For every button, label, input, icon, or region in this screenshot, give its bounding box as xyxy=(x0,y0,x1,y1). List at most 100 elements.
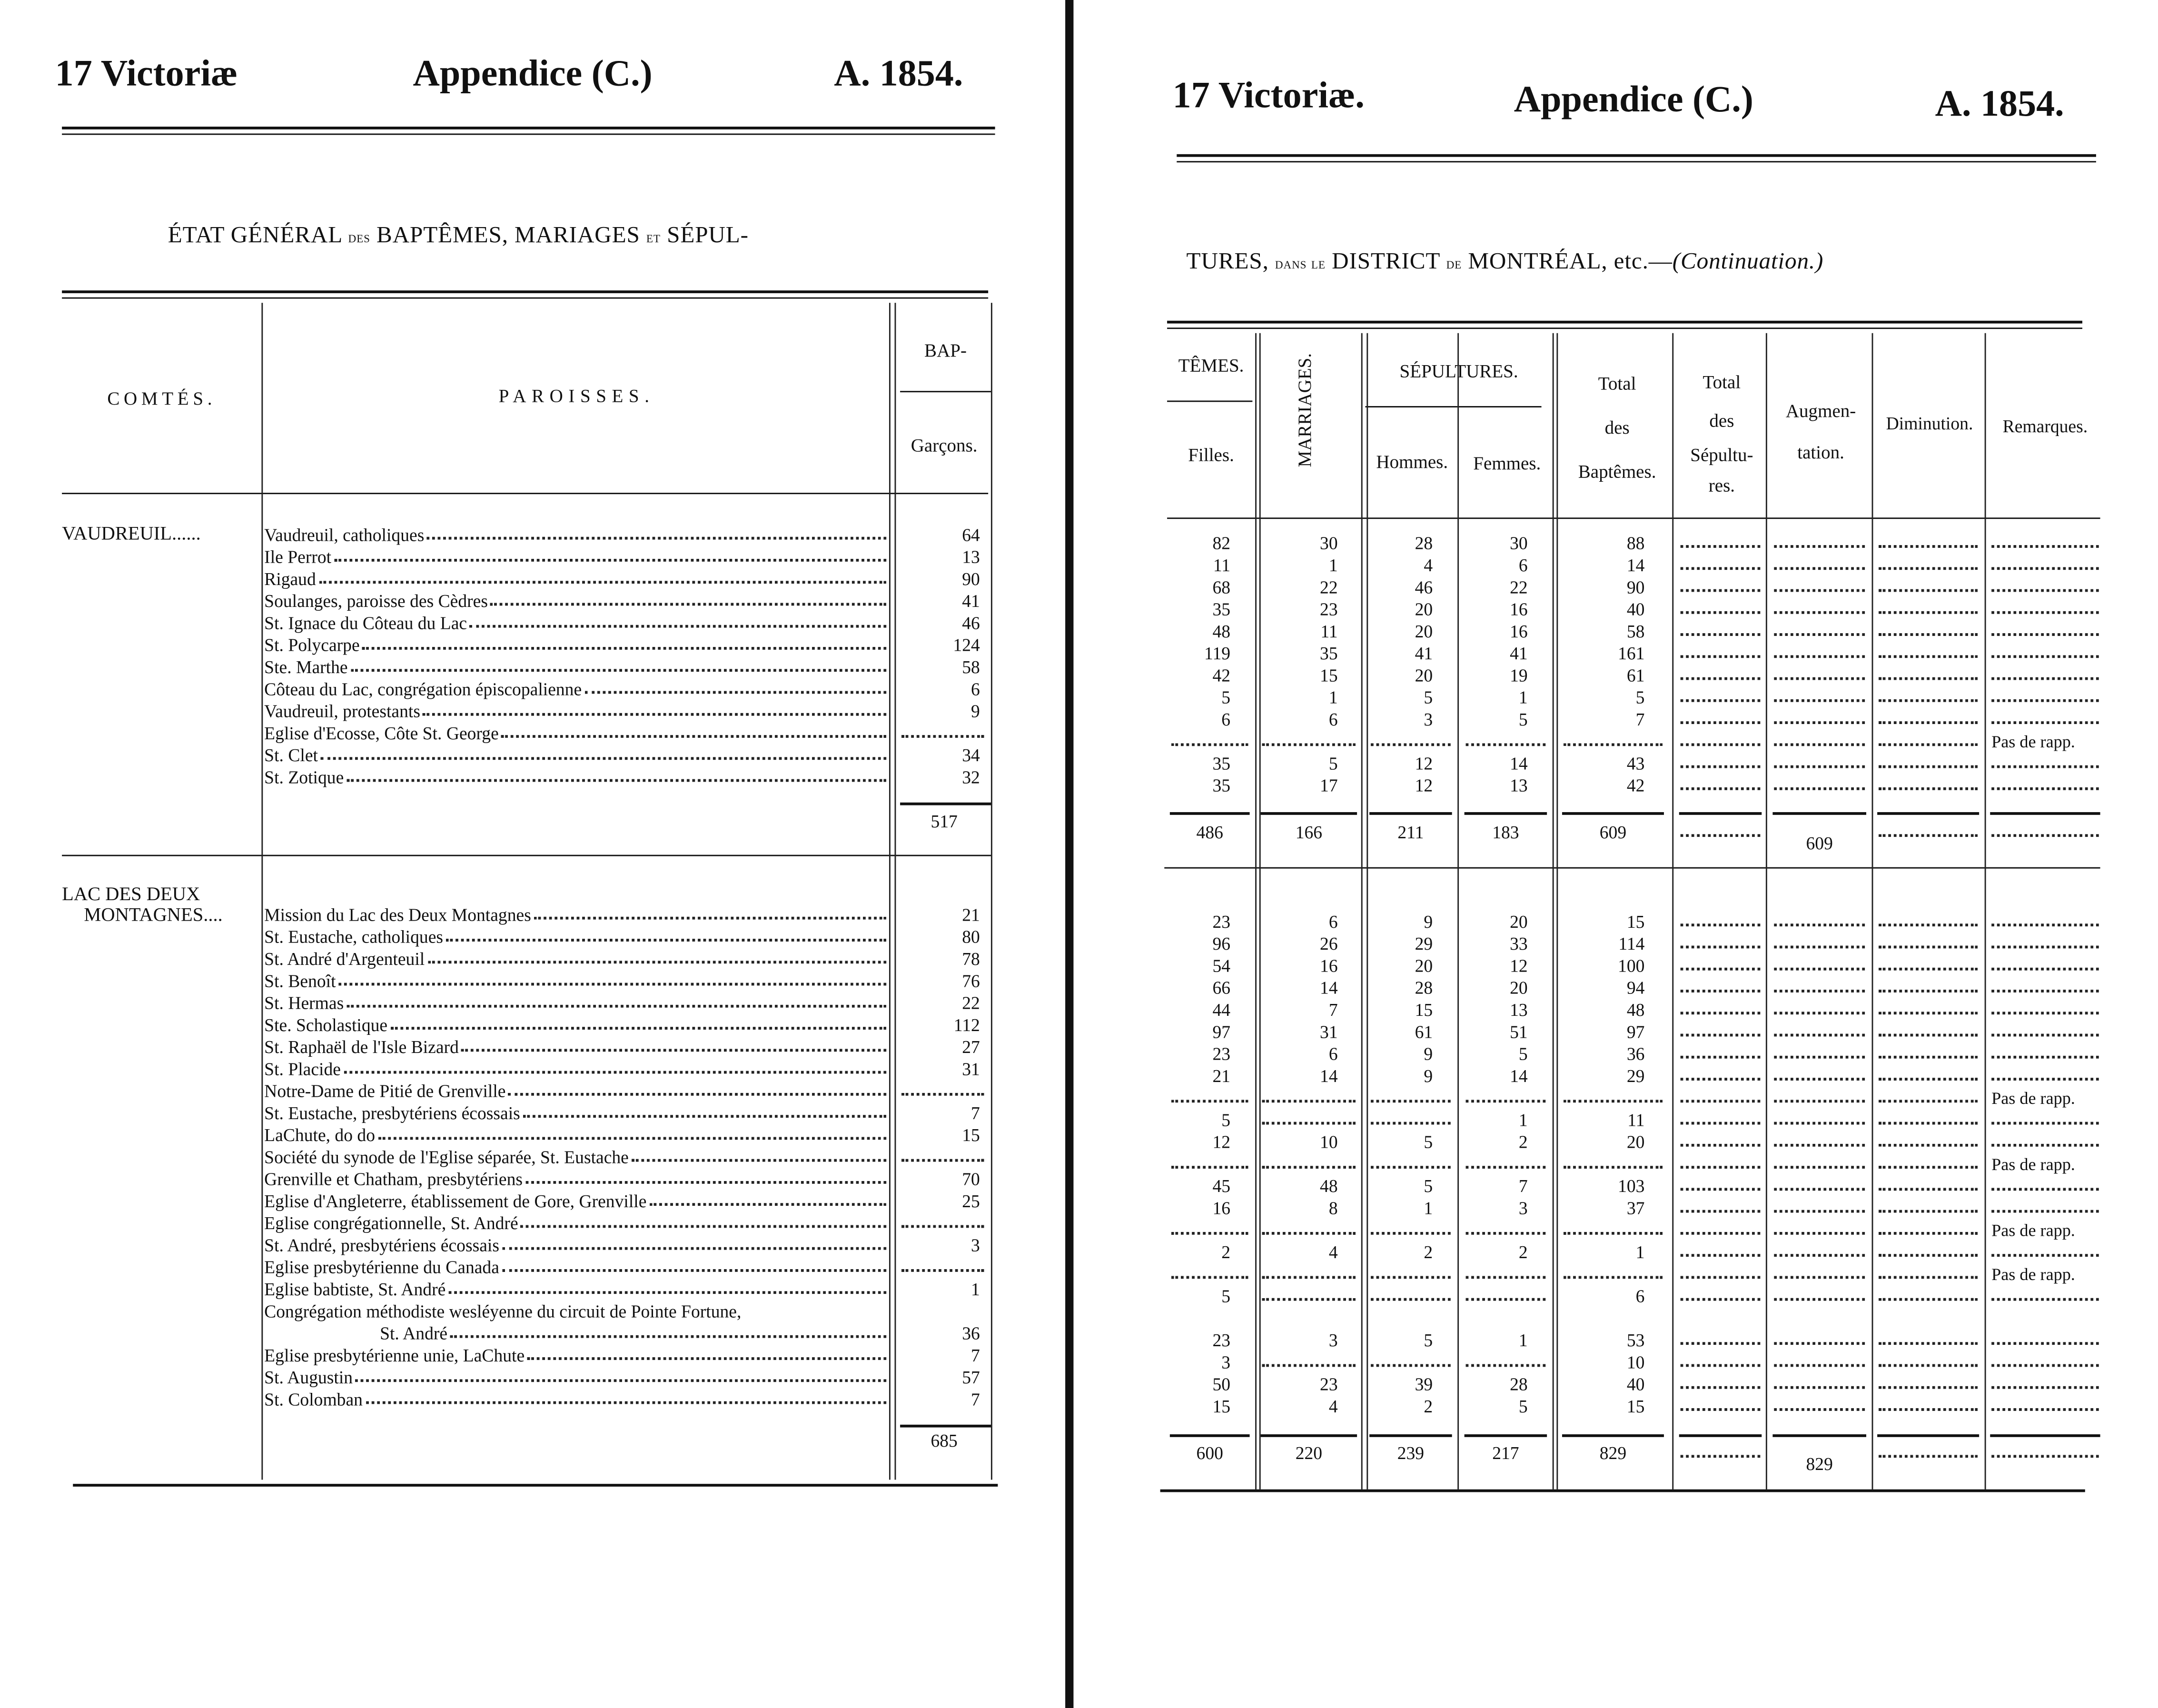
value-mariages: 23 xyxy=(1320,1373,1338,1395)
parish-cell: Congrégation méthodiste wesléyenne du ci… xyxy=(264,1301,889,1345)
value-remarques xyxy=(1987,911,2103,933)
value-remarques xyxy=(1987,599,2103,621)
value-hommes xyxy=(1366,1153,1455,1175)
table-cell-filles: 45 xyxy=(1167,1175,1252,1197)
subtotal-rule xyxy=(1990,1434,2100,1437)
parish-cell: Rigaud xyxy=(264,568,889,590)
table-cell-hommes: 28 xyxy=(1366,533,1455,555)
value-hommes: 1 xyxy=(1424,1197,1433,1219)
parish-name: Vaudreuil, protestants xyxy=(264,700,421,722)
table-cell-hommes: 46 xyxy=(1366,577,1455,599)
table-cell-filles: 35 xyxy=(1167,599,1252,621)
table-cell-total-baptemes: 40 xyxy=(1559,599,1667,621)
parish-name: St. Zotique xyxy=(264,766,344,787)
table-cell-filles: 54 xyxy=(1167,955,1252,977)
value-filles: 16 xyxy=(1212,1197,1231,1219)
value-mariages: 22 xyxy=(1320,576,1338,597)
table-cell-augmentation xyxy=(1770,1263,1869,1285)
table-cell-total-sepultures xyxy=(1676,687,1764,709)
empty-leader-dots xyxy=(1991,977,2099,993)
empty-leader-dots xyxy=(1774,1374,1865,1389)
total-cell-diminution xyxy=(1874,822,1982,844)
empty-leader-dots xyxy=(1774,555,1865,570)
value-total-sepultures xyxy=(1676,731,1764,753)
parish-name: St. Placide xyxy=(264,1058,341,1080)
empty-leader-dots xyxy=(1774,1241,1865,1257)
parish-cell: Eglise presbytérienne du Canada xyxy=(264,1257,889,1279)
table-cell-total-sepultures xyxy=(1676,555,1764,576)
total-cell-total-baptemes: 609 xyxy=(1559,822,1667,844)
empty-leader-dots xyxy=(1774,775,1865,790)
table-cell-augmentation xyxy=(1770,1220,1869,1241)
empty-leader-dots xyxy=(1680,1198,1761,1213)
table-cell-remarques xyxy=(1987,1374,2103,1396)
boys-count: 36 xyxy=(962,1322,980,1344)
table-cell-augmentation xyxy=(1770,533,1869,555)
table-cell-remarques xyxy=(1987,533,2103,555)
value-remarques xyxy=(1987,665,2103,687)
empty-leader-dots xyxy=(1879,1330,1978,1345)
empty-leader-dots xyxy=(1991,599,2099,614)
table-cell-mariages: 48 xyxy=(1258,1175,1360,1197)
value-femmes: 12 xyxy=(1510,955,1528,976)
county-line: VAUDREUIL...... xyxy=(62,524,201,546)
empty-leader-dots xyxy=(1680,1330,1761,1345)
table-row: Ste. Marthe 58 xyxy=(264,656,988,678)
table-cell-femmes: 16 xyxy=(1462,621,1550,643)
table-cell-filles: 23 xyxy=(1167,1330,1252,1351)
table-cell-filles: 35 xyxy=(1167,775,1252,797)
page-gutter xyxy=(1065,0,1074,1708)
value-augmentation xyxy=(1770,1043,1869,1065)
table-cell-augmentation xyxy=(1770,1198,1869,1220)
value-diminution xyxy=(1874,555,1982,576)
empty-leader-dots xyxy=(1991,775,2099,790)
empty-leader-dots xyxy=(1879,599,1978,614)
empty-total xyxy=(1874,1442,1982,1464)
total-value: 486 xyxy=(1196,822,1223,843)
boys-count: 1 xyxy=(971,1279,980,1300)
table-row: Eglise babtiste, St. André 1 xyxy=(264,1279,988,1301)
value-filles: 119 xyxy=(1204,643,1231,664)
value-hommes: 9 xyxy=(1424,911,1433,932)
value-total-sepultures xyxy=(1676,1330,1764,1351)
county-name: LAC DES DEUX MONTAGNES.... xyxy=(62,885,223,926)
column-divider xyxy=(1552,333,1554,1490)
value-hommes xyxy=(1366,1087,1455,1109)
subtotal-rule xyxy=(1169,1434,1250,1437)
subtotal-rule xyxy=(1169,812,1250,815)
table-cell-total-sepultures xyxy=(1676,1153,1764,1175)
value-augmentation xyxy=(1770,1087,1869,1109)
table-cell-diminution xyxy=(1874,775,1982,797)
value-femmes: 16 xyxy=(1510,621,1528,642)
value-total-baptemes xyxy=(1559,1087,1667,1109)
empty-leader-dots xyxy=(1991,1043,2099,1059)
value-augmentation xyxy=(1770,977,1869,999)
empty-leader-dots xyxy=(1465,1087,1546,1103)
parish-cell: Société du synode de l'Eglise séparée, S… xyxy=(264,1147,889,1169)
table-cell-femmes xyxy=(1462,1263,1550,1285)
dot-leader xyxy=(527,1345,887,1360)
table-row: St. Ignace du Côteau du Lac 46 xyxy=(264,613,988,635)
empty-leader-dots xyxy=(1371,1153,1451,1169)
value-total-sepultures xyxy=(1676,753,1764,775)
empty-leader-dots xyxy=(1991,577,2099,592)
table-cell-femmes: 14 xyxy=(1462,753,1550,775)
empty-leader-dots xyxy=(1774,955,1865,971)
value-femmes: 16 xyxy=(1510,598,1528,620)
value-hommes: 9 xyxy=(1424,1043,1433,1064)
empty-leader-dots xyxy=(1774,709,1865,724)
table-cell-augmentation xyxy=(1770,1065,1869,1087)
parish-cell: St. Augustin xyxy=(264,1367,889,1389)
table-cell-filles xyxy=(1167,1263,1252,1285)
table-cell-mariages: 7 xyxy=(1258,999,1360,1021)
table-cell-augmentation xyxy=(1770,911,1869,933)
value-remarques xyxy=(1987,1065,2103,1087)
empty-leader-dots xyxy=(1680,822,1761,837)
table-cell-augmentation xyxy=(1770,599,1869,621)
empty-leader-dots xyxy=(1680,933,1761,949)
table-cell-hommes: 5 xyxy=(1366,1330,1455,1351)
value-diminution xyxy=(1874,709,1982,731)
value-augmentation xyxy=(1770,911,1869,933)
value-augmentation xyxy=(1770,775,1869,797)
value-hommes: 20 xyxy=(1415,621,1433,642)
